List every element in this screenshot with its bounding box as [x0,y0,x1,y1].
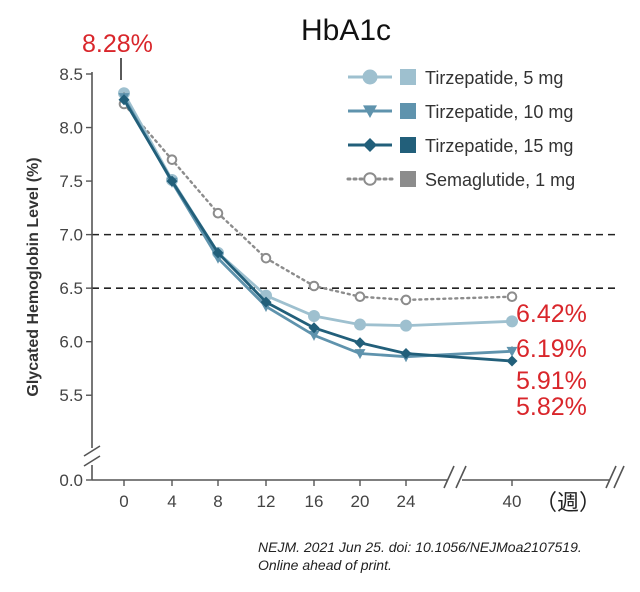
legend-label-1: Tirzepatide, 10 mg [425,102,573,122]
x-axis-end-break [605,465,625,489]
annotation-end-value-1: 6.42% [516,300,587,328]
x-tick-label: 24 [397,492,416,511]
y-tick-label: 6.5 [59,279,83,298]
data-point [354,349,366,359]
legend-label-2: Tirzepatide, 15 mg [425,136,573,156]
data-point [308,309,320,322]
data-point [308,280,320,292]
data-point [506,291,518,303]
x-tick-label: 0 [119,492,128,511]
citation-line-2: Online ahead of print. [258,557,392,573]
data-point [506,315,518,328]
citation: NEJM. 2021 Jun 25. doi: 10.1056/NEJMoa21… [258,538,638,574]
annotation-start-value: 8.28% [82,30,153,58]
x-tick-label: 20 [351,492,370,511]
annotation-end-value-4: 5.82% [516,393,587,421]
data-point [506,355,518,367]
y-tick-label: 8.0 [59,119,83,138]
data-point [506,346,518,357]
citation-line-1: NEJM. 2021 Jun 25. doi: 10.1056/NEJMoa21… [258,539,582,555]
series-line-0 [122,92,513,328]
legend-label-0: Tirzepatide, 5 mg [425,68,563,88]
data-point [308,322,320,334]
annotation-end-value-2: 6.19% [516,335,587,363]
data-point [400,347,412,359]
x-tick-label: 8 [213,492,222,511]
data-point [260,296,272,308]
data-point [166,175,178,187]
legend-marker-0 [362,69,378,85]
series-line-2 [122,98,513,363]
chart-title: HbA1c [301,14,391,47]
data-point [400,319,412,332]
y-tick-label: 5.5 [59,386,83,405]
legend-swatch-3 [400,171,416,187]
data-point [354,291,366,303]
legend-swatch-1 [400,103,416,119]
y-tick-label: 6.0 [59,333,83,352]
data-point [212,207,224,219]
data-point [118,94,130,106]
x-axis-break [443,465,467,489]
x-unit-label: （週） [535,490,601,515]
data-point [400,294,412,306]
y-tick-label: 8.5 [59,65,83,84]
annotation-end-value-3: 5.91% [516,367,587,395]
x-tick-label: 40 [503,492,522,511]
data-point [308,330,320,341]
data-point [354,318,366,331]
legend-swatch-0 [400,69,416,85]
data-point [212,247,224,259]
y-axis-break [83,445,101,467]
series-line-3 [122,102,514,302]
data-point [260,252,272,264]
x-tick-label: 4 [167,492,176,511]
legend-marker-1 [363,105,377,118]
y-tick-label: 7.0 [59,226,83,245]
data-point [354,337,366,349]
y-tick-label: 7.5 [59,172,83,191]
x-tick-label: 12 [257,492,276,511]
legend-marker-3 [363,172,377,186]
x-tick-label: 16 [305,492,324,511]
legend-label-3: Semaglutide, 1 mg [425,170,575,190]
legend-swatch-2 [400,137,416,153]
y-tick-label: 0.0 [59,471,83,490]
legend-marker-2 [363,138,377,152]
y-axis-title: Glycated Hemoglobin Level (%) [25,157,42,396]
data-point [166,154,178,165]
